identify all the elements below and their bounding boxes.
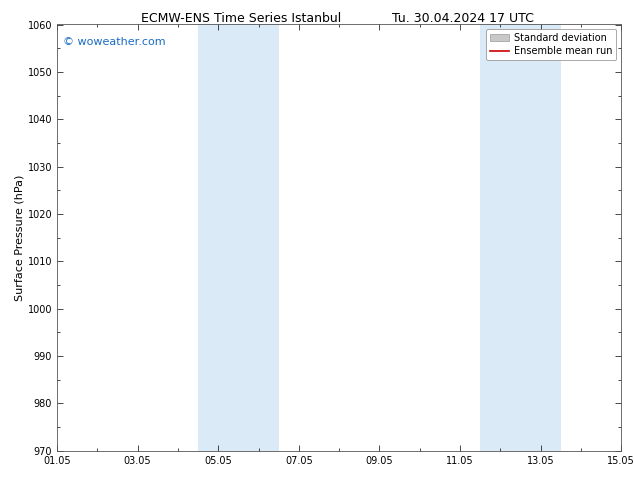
- Text: ECMW-ENS Time Series Istanbul: ECMW-ENS Time Series Istanbul: [141, 12, 341, 25]
- Text: Tu. 30.04.2024 17 UTC: Tu. 30.04.2024 17 UTC: [392, 12, 534, 25]
- Text: © woweather.com: © woweather.com: [63, 37, 165, 48]
- Bar: [481, 24, 561, 451]
- Y-axis label: Surface Pressure (hPa): Surface Pressure (hPa): [15, 174, 25, 301]
- Legend: Standard deviation, Ensemble mean run: Standard deviation, Ensemble mean run: [486, 29, 616, 60]
- Bar: [198, 24, 279, 451]
